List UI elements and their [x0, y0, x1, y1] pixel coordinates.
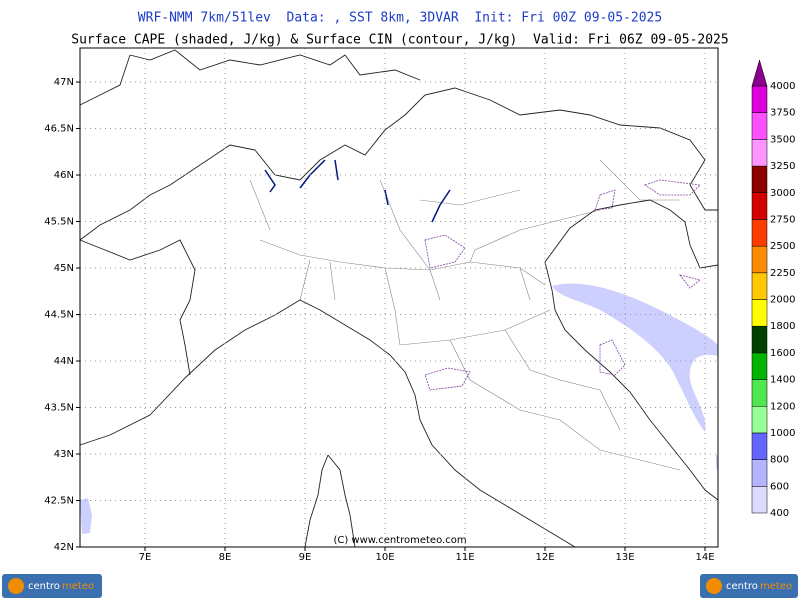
colorbar-band	[751, 139, 768, 167]
colorbar-band	[751, 299, 768, 327]
colorbar-label: 600	[770, 481, 789, 492]
colorbar-band	[751, 432, 768, 460]
title: WRF-NMM 7km/51lev Data: , SST 8km, 3DVAR…	[138, 11, 662, 26]
coastline	[79, 299, 576, 548]
colorbar-band	[751, 459, 768, 487]
colorbar-label: 2500	[770, 241, 795, 252]
logo: centro meteo	[700, 574, 798, 598]
colorbar-label: 2750	[770, 214, 795, 225]
national-border	[79, 49, 421, 106]
y-tick-label: 44.5N	[44, 310, 74, 321]
y-tick-label: 43.5N	[44, 403, 74, 414]
colorbar-label: 3000	[770, 188, 795, 199]
colorbar-band	[751, 165, 768, 193]
map	[79, 47, 719, 548]
y-tick-label: 46.5N	[44, 124, 74, 135]
x-tick-label: 9E	[299, 552, 312, 563]
logo-text: centro	[28, 581, 60, 592]
x-tick-label: 14E	[695, 552, 714, 563]
x-tick-label: 7E	[139, 552, 152, 563]
colorbar-band	[751, 192, 768, 220]
cin-contour	[424, 179, 701, 391]
logo-text: meteo	[62, 581, 94, 592]
x-tick-label: 12E	[535, 552, 554, 563]
region-borders	[249, 159, 681, 471]
logo-text: centro	[726, 581, 758, 592]
colorbar-band	[751, 219, 768, 247]
colorbar-band	[751, 272, 768, 300]
y-tick-label: 45.5N	[44, 217, 74, 228]
colorbar-band	[751, 112, 768, 140]
colorbar-label: 1200	[770, 401, 795, 412]
colorbar-label: 3500	[770, 134, 795, 145]
y-tick-label: 47N	[54, 77, 74, 88]
colorbar-label: 800	[770, 455, 789, 466]
logo: centro meteo	[2, 574, 102, 598]
x-tick-label: 10E	[375, 552, 394, 563]
colorbar-band	[751, 59, 768, 87]
colorbar-band	[751, 325, 768, 354]
map-frame	[79, 47, 719, 548]
coastline	[304, 454, 356, 548]
colorbar-label: 4000	[770, 81, 795, 92]
coastline	[544, 199, 719, 501]
colorbar-label: 2000	[770, 295, 795, 306]
logo-text: meteo	[760, 581, 792, 592]
copyright: (C) www.centrometeo.com	[333, 535, 466, 546]
colorbar-band	[751, 486, 768, 514]
cape-area	[552, 283, 718, 432]
subtitle: Surface CAPE (shaded, J/kg) & Surface CI…	[71, 33, 728, 48]
logo-bg	[700, 574, 798, 598]
logo-icon	[8, 578, 24, 594]
colorbar-label: 1000	[770, 428, 795, 439]
colorbar-label: 400	[770, 508, 789, 519]
logo-bg	[2, 574, 102, 598]
x-tick-label: 13E	[615, 552, 634, 563]
y-tick-label: 42.5N	[44, 496, 74, 507]
colorbar-band	[751, 406, 768, 434]
colorbar-band	[751, 352, 768, 380]
y-tick-label: 45N	[54, 263, 74, 274]
x-tick-label: 11E	[455, 552, 474, 563]
colorbar-label: 1400	[770, 375, 795, 386]
y-tick-label: 44N	[54, 356, 74, 367]
colorbar-band	[751, 85, 768, 113]
colorbar-band	[751, 245, 768, 274]
colorbar-label: 2250	[770, 268, 795, 279]
x-tick-label: 8E	[219, 552, 232, 563]
colorbar-label: 1600	[770, 348, 795, 359]
colorbar-label: 3750	[770, 108, 795, 119]
y-tick-label: 46N	[54, 170, 74, 181]
y-tick-label: 42N	[54, 542, 74, 553]
colorbar-label: 1800	[770, 321, 795, 332]
logo-icon	[706, 578, 722, 594]
colorbar-band	[751, 379, 768, 407]
cape-area	[80, 498, 92, 534]
colorbar-label: 3250	[770, 161, 795, 172]
national-border	[79, 239, 196, 376]
y-tick-label: 43N	[54, 449, 74, 460]
